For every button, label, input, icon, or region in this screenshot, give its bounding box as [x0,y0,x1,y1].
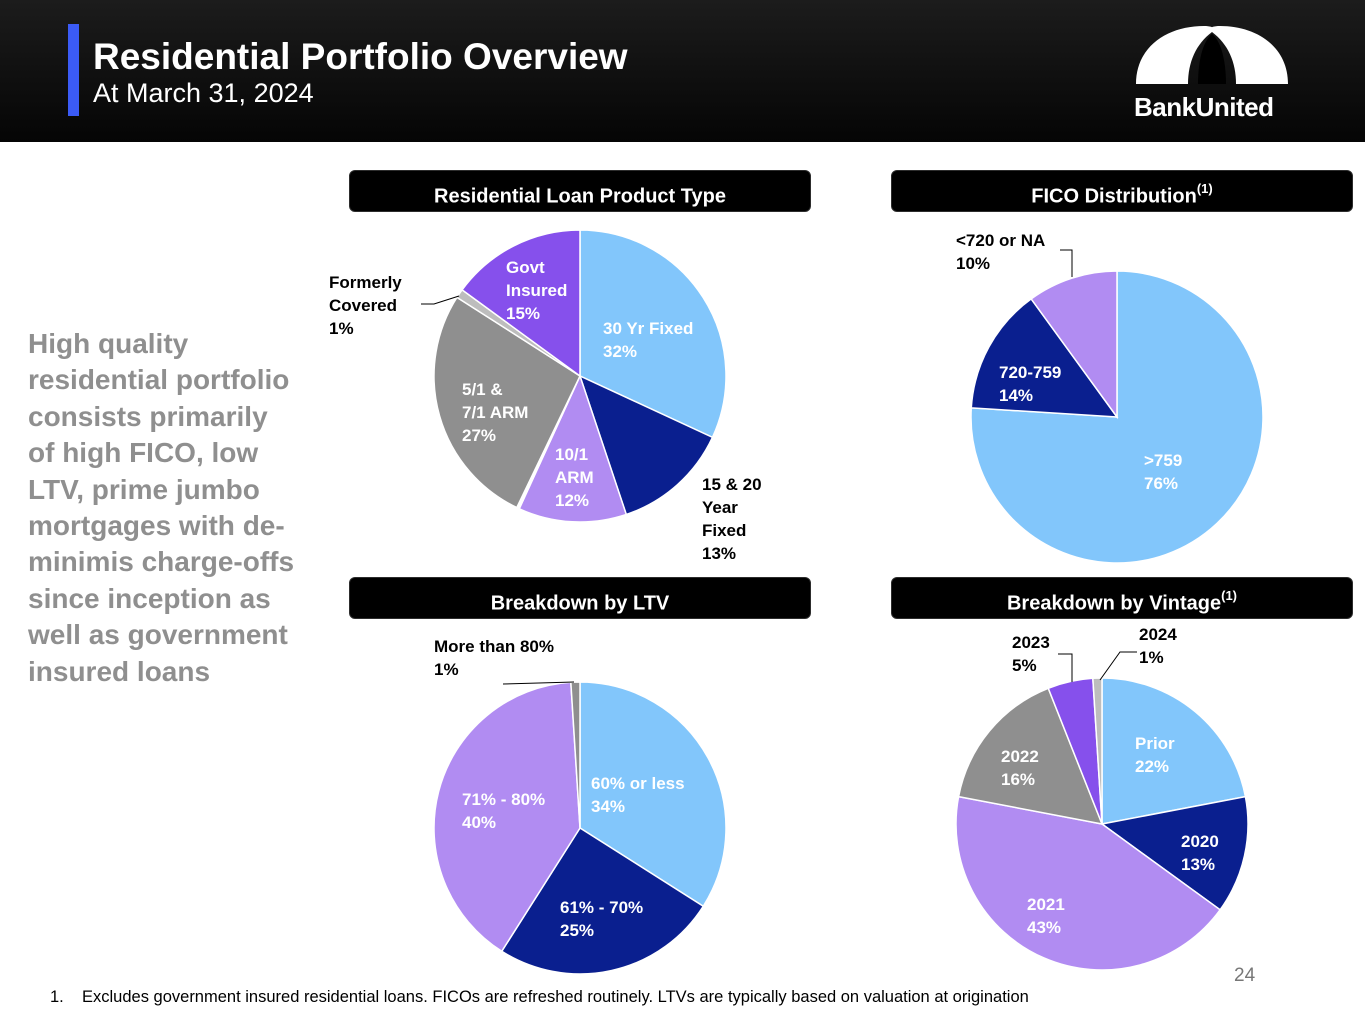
pie-0-slice-4 [433,296,581,509]
pie-0-label-5: Formerly Covered 1% [329,273,402,338]
footnote: 1. Excludes government insured residentia… [50,988,1029,1007]
pie-3-label-3: 2022 16% [1001,747,1039,789]
pie-3-label-2: 2021 43% [1027,895,1065,937]
pie-3-slice-0 [1101,677,1247,825]
pie-1-leader-2 [1060,249,1073,277]
pie-1-label-2: <720 or NA 10% [956,231,1045,273]
page-subtitle: At March 31, 2024 [93,78,314,108]
pie-0-label-0: 30 Yr Fixed 32% [603,319,693,361]
pie-3-leader-5 [1099,651,1137,681]
pie-0-slice-1 [578,374,714,516]
bankunited-logo-icon [1136,26,1288,84]
pie-3-label-1: 2020 13% [1181,832,1219,874]
pie-3-slice-1 [1100,795,1249,911]
pie-3-slice-3 [957,687,1104,825]
pie-0-label-4: 5/1 & 7/1 ARM 27% [462,380,528,445]
chart-title-product-type-text: Residential Loan Product Type [434,185,726,208]
chart-title-ltv-text: Breakdown by LTV [490,592,670,615]
chart-title-fico-text: FICO Distribution [1031,185,1197,208]
pie-0-slice-0 [579,229,727,439]
pie-0-leader-5 [421,295,460,305]
chart-title-vintage-note: (1) [1221,588,1238,603]
pie-2-leader-3 [502,681,575,685]
side-summary-text: High quality residential portfolio consi… [28,328,295,687]
pie-0-slice-2 [518,373,628,523]
chart-title-ltv: Breakdown by LTV [349,577,811,619]
pie-0-slice-6 [461,229,581,378]
pie-2-slice-1 [500,826,705,975]
chart-title-fico: FICO Distribution(1) [891,170,1353,212]
pie-3-leader-4 [1058,653,1073,682]
pie-2-label-3: More than 80% 1% [434,637,554,679]
pie-3-label-5: 2024 1% [1139,625,1177,667]
pie-2-slice-2 [433,681,581,953]
pie-2-label-0: 60% or less 34% [591,774,685,816]
page-title: Residential Portfolio Overview [93,36,628,77]
page-number: 24 [1234,965,1256,986]
chart-title-vintage-text: Breakdown by Vintage [1006,592,1222,615]
pie-1-slice-1 [970,297,1119,418]
pie-3-label-0: Prior 22% [1135,734,1175,776]
chart-title-fico-note: (1) [1196,181,1213,196]
footnote-number: 1. [50,988,64,1006]
pie-0-label-2: 10/1 ARM 12% [555,445,594,510]
pie-0-label-6: Govt Insured 15% [506,258,567,323]
pie-0-label-1: 15 & 20 Year Fixed 13% [702,475,762,563]
pie-1-slice-2 [1030,270,1118,420]
pie-1-label-1: 720-759 14% [999,363,1061,405]
logo-text: BankUnited [1134,92,1274,122]
pie-3-label-4: 2023 5% [1012,633,1050,675]
pie-2-label-2: 71% - 80% 40% [462,790,545,832]
chart-title-vintage: Breakdown by Vintage(1) [891,577,1353,619]
pie-1-label-0: >759 76% [1144,451,1182,493]
header-bar: Residential Portfolio Overview At March … [0,0,1365,142]
pie-2-label-1: 61% - 70% 25% [560,898,643,940]
footnote-text: Excludes government insured residential … [82,988,1029,1006]
pie-2-slice-0 [579,681,727,908]
chart-title-product-type: Residential Loan Product Type [349,170,811,212]
pie-3-slice-2 [955,795,1222,971]
title-accent-bar [68,24,79,116]
